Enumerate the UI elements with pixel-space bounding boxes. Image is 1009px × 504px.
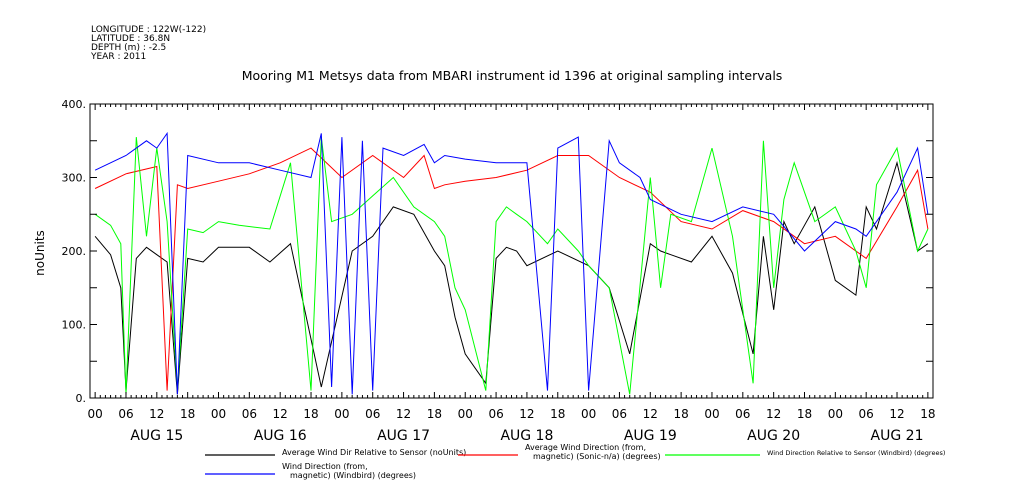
legend-label-3: magnetic) (Windbird) (degrees) xyxy=(290,471,416,480)
longitude-label: LONGITUDE : 122W(-122) xyxy=(91,25,206,35)
series-line-1 xyxy=(94,147,929,391)
legend: Average Wind Dir Relative to Sensor (noU… xyxy=(205,443,945,480)
series-layer xyxy=(94,131,929,395)
x-hour-label: 06 xyxy=(735,407,750,421)
legend-label-2: Wind Direction Relative to Sensor (Windb… xyxy=(767,449,945,457)
x-hour-label: 06 xyxy=(242,407,257,421)
x-hour-label: 06 xyxy=(859,407,874,421)
x-hour-label: 06 xyxy=(118,407,133,421)
x-hour-label: 12 xyxy=(396,407,411,421)
x-day-label: AUG 18 xyxy=(500,428,553,444)
x-hour-label: 00 xyxy=(334,407,349,421)
x-hour-label: 12 xyxy=(889,407,904,421)
legend-label-0: Average Wind Dir Relative to Sensor (noU… xyxy=(282,448,466,457)
x-day-label: AUG 15 xyxy=(130,428,183,444)
x-hour-label: 06 xyxy=(365,407,380,421)
x-day-label: AUG 17 xyxy=(377,428,430,444)
y-tick-label: 400. xyxy=(62,98,87,111)
x-day-label: AUG 19 xyxy=(624,428,677,444)
x-hour-label: 06 xyxy=(488,407,503,421)
x-hour-label: 00 xyxy=(828,407,843,421)
x-hour-label: 00 xyxy=(211,407,226,421)
y-tick-label: 100. xyxy=(62,319,87,332)
latitude-label: LATITUDE : 36.8N xyxy=(91,34,170,44)
x-day-label: AUG 16 xyxy=(254,428,307,444)
depth-label: DEPTH (m) : -2.5 xyxy=(91,43,166,53)
x-hour-label: 18 xyxy=(673,407,688,421)
x-hour-label: 12 xyxy=(149,407,164,421)
x-hour-label: 18 xyxy=(550,407,565,421)
x-hour-label: 18 xyxy=(180,407,195,421)
x-hour-label: 18 xyxy=(920,407,935,421)
x-day-label: AUG 20 xyxy=(747,428,800,444)
legend-label-3: Wind Direction (from, xyxy=(282,462,368,471)
plot-area: 0. 100. 200. 300. 400. 00 06 12 18 00 06 12 18 00 06 1… xyxy=(62,98,936,444)
x-day-label: AUG 21 xyxy=(871,428,924,444)
y-tick-label: 200. xyxy=(62,245,87,258)
x-axis: 00 06 12 18 00 06 12 18 00 06 12 18 00 06 12 18 00 06 12 18… xyxy=(87,104,936,444)
x-hour-label: 00 xyxy=(458,407,473,421)
y-tick-label: 0. xyxy=(76,392,87,405)
y-axis-label: noUnits xyxy=(33,230,47,276)
x-hour-label: 18 xyxy=(303,407,318,421)
plot-frame xyxy=(89,103,934,399)
x-hour-label: 12 xyxy=(766,407,781,421)
legend-label-1: Average Wind Direction (from, xyxy=(525,443,646,452)
x-hour-label: 12 xyxy=(519,407,534,421)
legend-label-1: magnetic) (Sonic-n/a) (degrees) xyxy=(533,452,661,461)
x-hour-label: 12 xyxy=(643,407,658,421)
x-hour-label: 00 xyxy=(704,407,719,421)
series-line-2 xyxy=(94,137,929,395)
y-axis: 0. 100. 200. 300. 400. xyxy=(62,98,933,405)
y-tick-label: 300. xyxy=(62,172,87,185)
year-label: YEAR : 2011 xyxy=(90,52,146,62)
x-hour-label: 12 xyxy=(273,407,288,421)
x-hour-label: 00 xyxy=(87,407,102,421)
x-hour-label: 00 xyxy=(581,407,596,421)
chart-title: Mooring M1 Metsys data from MBARI instru… xyxy=(242,68,783,83)
series-line-3 xyxy=(94,131,929,395)
x-hour-label: 18 xyxy=(797,407,812,421)
series-line-0 xyxy=(94,160,929,395)
x-hour-label: 06 xyxy=(612,407,627,421)
x-hour-label: 18 xyxy=(427,407,442,421)
